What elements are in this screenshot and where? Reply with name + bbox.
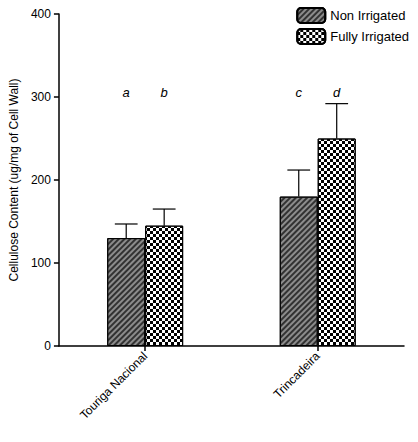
svg-text:Cellulose Content (ug/mg of Ce: Cellulose Content (ug/mg of Cell Wall) [7,79,21,282]
svg-text:b: b [161,85,168,100]
svg-text:Non Irrigated: Non Irrigated [330,8,405,23]
svg-text:a: a [123,85,130,100]
svg-text:Trincadeira: Trincadeira [271,349,323,401]
svg-text:d: d [333,85,341,100]
svg-text:400: 400 [31,7,51,21]
svg-text:Fully Irrigated: Fully Irrigated [330,29,409,44]
svg-text:Touriga Nacional: Touriga Nacional [77,349,150,422]
svg-text:300: 300 [31,90,51,104]
svg-text:200: 200 [31,173,51,187]
svg-text:0: 0 [44,339,51,353]
svg-text:c: c [296,85,303,100]
svg-text:100: 100 [31,256,51,270]
